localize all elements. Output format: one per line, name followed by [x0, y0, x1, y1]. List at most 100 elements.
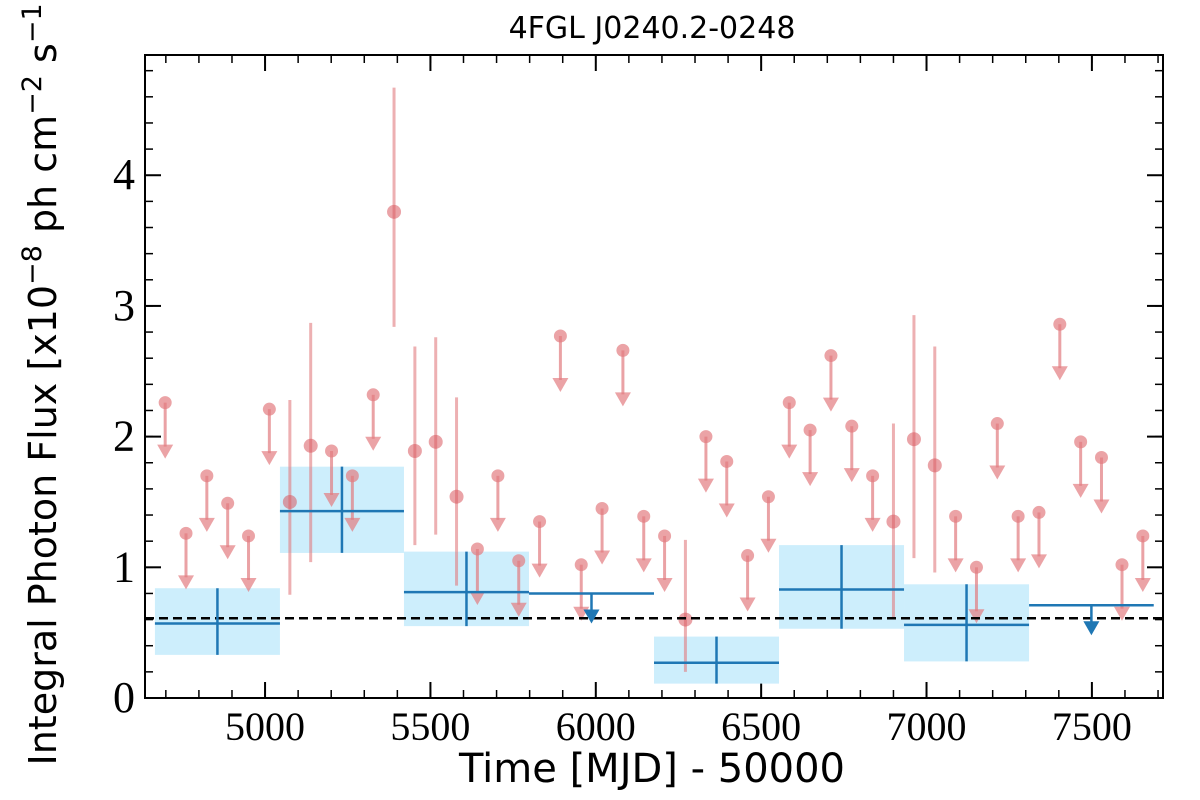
flux-point [449, 489, 464, 504]
upper-limit-point [1136, 529, 1150, 543]
upper-limit-head [739, 597, 756, 612]
upper-limit-point [866, 469, 880, 483]
y-axis-label-part: −1 [17, 3, 48, 43]
x-axis-label: Time [MJD] - 50000 [458, 746, 845, 792]
upper-limit-point [699, 430, 713, 444]
upper-limit-point [1053, 317, 1067, 331]
upper-limit-head [1030, 554, 1047, 569]
upper-limit-point [949, 509, 963, 523]
y-tick-label: 2 [113, 412, 135, 461]
flux-point [282, 494, 297, 509]
y-axis-label-part: Integral Photon Flux [x10 [21, 285, 65, 766]
y-axis-label-part: ] [21, 0, 65, 3]
upper-limit-head [635, 558, 652, 573]
upper-limit-head [469, 591, 486, 606]
upper-limit-head [198, 517, 215, 532]
bin-upper-limit-head [583, 609, 600, 624]
upper-limit-point [616, 343, 630, 357]
upper-limit-head [510, 602, 527, 617]
upper-limit-head [240, 577, 257, 592]
y-tick-label: 1 [113, 542, 135, 591]
upper-limit-head [178, 575, 195, 590]
upper-limit-head [323, 492, 340, 507]
upper-limit-point [200, 469, 214, 483]
chart-title: 4FGL J0240.2-0248 [509, 11, 796, 46]
upper-limit-point [1115, 558, 1129, 572]
upper-limit-point [262, 402, 276, 416]
flux-point [886, 514, 901, 529]
upper-limit-head [947, 558, 964, 573]
upper-limit-point [595, 501, 609, 515]
flux-point [906, 432, 921, 447]
x-tick-label: 5000 [225, 704, 305, 749]
upper-limit-point [803, 423, 817, 437]
y-axis-label-part: −8 [17, 245, 48, 285]
bin-upper-limit-head [1083, 621, 1100, 636]
upper-limit-point [491, 469, 505, 483]
upper-limit-point [325, 444, 339, 458]
upper-limit-head [1072, 483, 1089, 498]
upper-limit-head [864, 517, 881, 532]
upper-limit-point [158, 396, 172, 410]
upper-limit-head [781, 444, 798, 459]
flux-point [407, 443, 422, 458]
upper-limit-point [1011, 509, 1025, 523]
upper-limit-head [989, 465, 1006, 480]
upper-limit-head [365, 436, 382, 451]
upper-limit-head [760, 538, 777, 553]
flux-point [387, 204, 402, 219]
x-tick-label: 5500 [390, 704, 470, 749]
upper-limit-point [1074, 435, 1088, 449]
y-tick-label: 4 [113, 150, 135, 199]
upper-limit-point [969, 560, 983, 574]
upper-limit-point [366, 388, 380, 402]
upper-limit-head [1051, 366, 1068, 381]
upper-limit-point [990, 417, 1004, 431]
upper-limit-point [533, 515, 547, 529]
x-tick-label: 7000 [887, 704, 967, 749]
upper-limit-point [345, 469, 359, 483]
plot-frame [144, 54, 1164, 699]
y-axis-label-part: ph cm [21, 115, 65, 245]
upper-limit-point [179, 526, 193, 540]
flux-point [678, 612, 693, 627]
upper-limit-head [843, 468, 860, 483]
y-axis-label-part: −2 [17, 75, 48, 115]
y-axis-label-part: s [21, 43, 65, 75]
upper-limit-point [221, 496, 235, 510]
upper-limit-head [594, 550, 611, 565]
upper-limit-head [344, 517, 361, 532]
upper-limit-head [614, 392, 631, 407]
upper-limit-head [697, 478, 714, 493]
flux-point [303, 438, 318, 453]
upper-limit-head [802, 472, 819, 487]
upper-limit-head [1010, 558, 1027, 573]
upper-limit-point [512, 554, 526, 568]
upper-limit-head [157, 444, 174, 459]
x-tick-label: 6000 [556, 704, 636, 749]
upper-limit-head [1093, 499, 1110, 514]
upper-limit-head [261, 451, 278, 466]
y-axis-label: Integral Photon Flux [x10−8 ph cm−2 s−1] [17, 0, 66, 765]
y-tick-label: 0 [113, 673, 135, 722]
flux-point [927, 458, 942, 473]
upper-limit-point [824, 349, 838, 363]
flux-point [428, 434, 443, 449]
upper-limit-point [720, 454, 734, 468]
upper-limit-point [553, 329, 567, 343]
upper-limit-head [1134, 577, 1151, 592]
upper-limit-head [656, 577, 673, 592]
upper-limit-point [845, 419, 859, 433]
upper-limit-head [1113, 606, 1130, 621]
upper-limit-head [968, 609, 985, 624]
upper-limit-point [1032, 505, 1046, 519]
upper-limit-point [782, 396, 796, 410]
x-tick-label: 7500 [1052, 704, 1132, 749]
upper-limit-point [470, 542, 484, 556]
upper-limit-head [489, 517, 506, 532]
upper-limit-point [658, 529, 672, 543]
y-tick-label: 3 [113, 281, 135, 330]
upper-limit-head [552, 377, 569, 392]
